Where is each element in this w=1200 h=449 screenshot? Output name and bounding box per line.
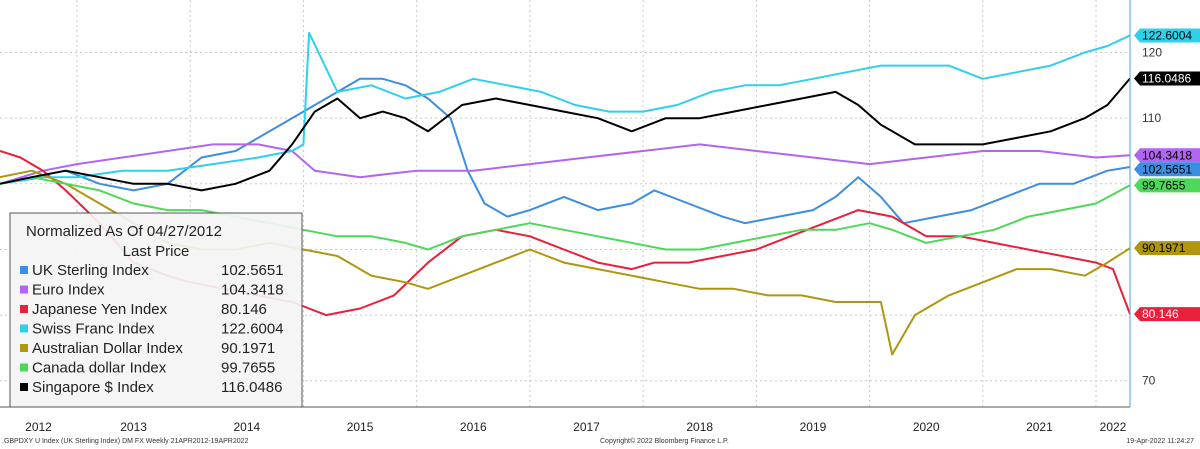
y-tick-label: 70 xyxy=(1142,374,1156,388)
footer-timestamp: 19-Apr-2022 11:24:27 xyxy=(1126,438,1194,445)
last-value-tag-bg xyxy=(1134,241,1200,256)
legend-title: Normalized As Of 04/27/2012 xyxy=(26,223,222,240)
x-tick-label: 2018 xyxy=(686,420,713,434)
legend-series-value: 104.3418 xyxy=(221,282,284,299)
last-value-tag-label: 80.146 xyxy=(1142,307,1179,321)
x-tick-label: 2014 xyxy=(233,420,260,434)
legend-series-name: UK Sterling Index xyxy=(32,262,149,279)
last-value-tag: 116.0486 xyxy=(1134,71,1200,86)
legend-series-name: Australian Dollar Index xyxy=(32,340,183,357)
legend-series-name: Japanese Yen Index xyxy=(32,301,168,318)
series-line-6 xyxy=(0,176,1131,251)
series-line-2 xyxy=(0,143,1131,185)
x-tick-label: 2017 xyxy=(573,420,600,434)
last-value-tag-bg xyxy=(1134,307,1200,322)
legend-series-value: 122.6004 xyxy=(221,321,284,338)
legend-swatch xyxy=(20,363,28,372)
footer-copyright: Copyright© 2022 Bloomberg Finance L.P. xyxy=(600,438,729,445)
last-value-tag-bg xyxy=(1134,162,1200,177)
series-line-7 xyxy=(0,77,1131,192)
last-value-tag-label: 90.1971 xyxy=(1142,241,1186,255)
last-value-tag-bg xyxy=(1134,28,1200,43)
legend-swatch xyxy=(20,324,28,333)
series-line-1 xyxy=(0,77,1131,225)
last-value-tag: 90.1971 xyxy=(1134,241,1200,256)
legend-swatch xyxy=(20,344,28,352)
legend-box xyxy=(9,212,303,408)
legend-series-value: 116.0486 xyxy=(221,379,282,396)
grid xyxy=(0,0,1130,407)
legend-header: Last Price xyxy=(123,243,190,260)
x-tick-label: 2015 xyxy=(347,420,374,434)
last-value-tag: 99.7655 xyxy=(1134,178,1200,193)
last-value-tag-label: 116.0486 xyxy=(1142,71,1191,85)
legend-series-value: 99.7655 xyxy=(221,360,275,377)
last-value-tag-bg xyxy=(1134,71,1200,86)
x-tick-label: 2013 xyxy=(120,420,147,434)
legend-series-name: Canada dollar Index xyxy=(32,360,167,377)
last-value-tag-label: 99.7655 xyxy=(1142,178,1186,192)
legend-series-value: 90.1971 xyxy=(221,340,275,357)
y-tick-label: 120 xyxy=(1142,46,1162,60)
legend-series-name: Euro Index xyxy=(32,282,105,299)
x-tick-label: 2021 xyxy=(1026,420,1053,434)
last-value-tag-label: 102.5651 xyxy=(1142,162,1192,176)
legend-series-value: 80.146 xyxy=(221,301,267,318)
line-chart: 2012 2013 2014 2015 2016 2017 2018 2019 2020 2021… xyxy=(0,0,1200,434)
last-value-tag: 104.3418 xyxy=(1134,148,1200,163)
y-tick-label: 110 xyxy=(1142,111,1161,125)
legend-series-name: Singapore $ Index xyxy=(32,379,154,396)
x-tick-label: 2022 xyxy=(1100,420,1127,434)
legend-series-value: 102.5651 xyxy=(221,262,284,279)
footer-source: .GBPDXY U Index (UK Sterling Index) DM F… xyxy=(2,438,249,445)
legend-swatch xyxy=(20,266,28,274)
last-value-tag-label: 104.3418 xyxy=(1142,148,1192,162)
x-tick-label: 2012 xyxy=(25,420,52,434)
last-value-tag: 102.5651 xyxy=(1134,162,1200,177)
last-value-tag-bg xyxy=(1134,148,1200,163)
footer: .GBPDXY U Index (UK Sterling Index) DM F… xyxy=(0,436,1200,449)
x-tick-label: 2020 xyxy=(913,420,940,434)
last-value-tag: 80.146 xyxy=(1134,307,1200,321)
legend-swatch xyxy=(20,285,28,294)
legend-swatch xyxy=(20,383,28,391)
legend-series-name: Swiss Franc Index xyxy=(32,321,155,338)
last-value-tag-label: 122.6004 xyxy=(1142,28,1192,42)
last-value-tag: 122.6004 xyxy=(1134,28,1200,43)
legend: Normalized As Of 04/27/2012 Last Price UK … xyxy=(9,212,303,408)
series-line-4 xyxy=(0,31,1131,185)
x-tick-label: 2019 xyxy=(800,420,827,434)
x-tick-label: 2016 xyxy=(460,420,487,434)
last-value-tag-bg xyxy=(1134,178,1200,193)
legend-swatch xyxy=(20,305,28,313)
